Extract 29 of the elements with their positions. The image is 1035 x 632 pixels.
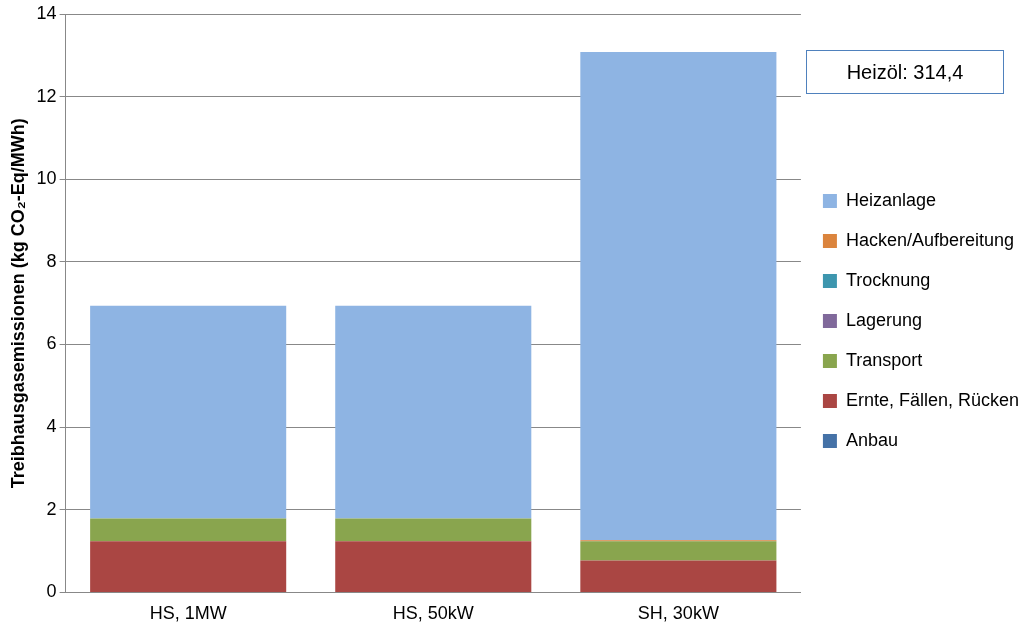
y-tick-label: 6 <box>46 333 57 354</box>
legend-label: Ernte, Fällen, Rücken <box>845 389 1020 410</box>
bar <box>90 518 287 542</box>
y-tick-label: 14 <box>36 2 57 23</box>
y-tick-label: 0 <box>46 581 57 602</box>
y-axis-title: Treibhausgasemissionen (kg CO₂-Eq/MWh) <box>7 118 28 489</box>
bar <box>580 541 777 561</box>
legend-label: Transport <box>845 349 923 370</box>
legend-label: Lagerung <box>845 309 922 330</box>
legend-label: Heizanlage <box>845 189 936 210</box>
legend-label: Hacken/Aufbereitung <box>845 229 1015 250</box>
bar <box>335 518 532 542</box>
x-tick-label: HS, 1MW <box>149 603 227 624</box>
bar <box>90 541 287 592</box>
bar <box>335 541 532 592</box>
legend-label: Trocknung <box>845 269 931 290</box>
bar <box>580 52 777 541</box>
y-tick-label: 4 <box>46 416 57 437</box>
legend-label: Anbau <box>845 429 898 450</box>
y-tick-label: 2 <box>46 498 57 519</box>
text: Heizöl: 314,4 <box>806 50 1004 94</box>
y-tick-label: 10 <box>36 168 57 189</box>
bar <box>580 560 777 592</box>
y-tick-label: 12 <box>36 85 57 106</box>
x-tick-label: HS, 50kW <box>392 603 474 624</box>
y-tick-label: 8 <box>46 250 57 271</box>
bar <box>90 305 287 519</box>
x-tick-label: SH, 30kW <box>637 603 719 624</box>
bar <box>335 305 532 519</box>
